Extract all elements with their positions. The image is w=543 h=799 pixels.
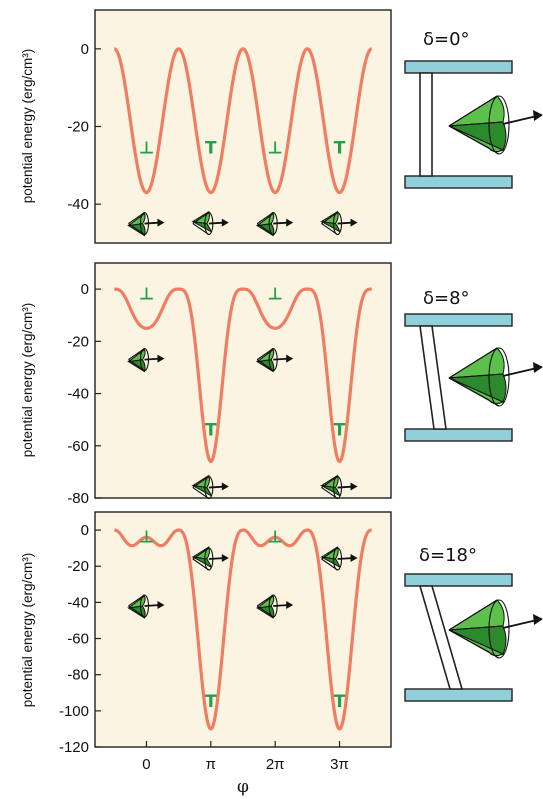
panel-1-chart: 0 -20 -40 ⊥ T ⊥ T potential energy (erg/cm³) xyxy=(20,9,392,244)
schematic-delta-label: δ=0° xyxy=(423,29,470,50)
y-tick-label: -40 xyxy=(67,386,89,403)
energy-curve xyxy=(113,528,373,731)
orientation-marker: ⊥ xyxy=(267,285,283,305)
cone-orientation-icon xyxy=(191,210,229,236)
x-axis-label: φ xyxy=(237,777,249,797)
cone-orientation-icon xyxy=(127,594,165,619)
panel-3-marks: ⊥ T ⊥ T xyxy=(113,528,373,731)
panel-1-y-axis-label: potential energy (erg/cm³) xyxy=(20,49,35,204)
y-tick-label: -20 xyxy=(67,333,89,350)
y-tick-label: -40 xyxy=(67,594,89,611)
panel-2-chart: 0 -20 -40 -60 -80 ⊥ T ⊥ T potential energy (erg… xyxy=(20,262,392,507)
orientation-marker: T xyxy=(205,139,217,159)
panel-3-chart: 0 -20 -40 -60 -80 -100 -120 ⊥ T ⊥ T 0 π 2π 3π potent… xyxy=(20,511,392,797)
wall-schematic-icon xyxy=(419,325,447,430)
cone-orientation-icon xyxy=(255,212,294,237)
cone-orientation-icon: z xyxy=(448,599,543,659)
orientation-marker: T xyxy=(205,692,217,712)
orientation-marker: ⊥ xyxy=(139,139,155,159)
energy-curve xyxy=(113,47,373,195)
x-tick-label: 3π xyxy=(330,756,349,773)
orientation-marker: T xyxy=(334,420,346,440)
orientation-marker: T xyxy=(205,420,217,440)
y-tick-label: -20 xyxy=(67,558,89,575)
x-tick-label: π xyxy=(206,756,216,773)
panel-2-y-ticks: 0 -20 -40 -60 -80 xyxy=(67,281,101,507)
plate-top xyxy=(404,60,513,74)
y-tick-label: -60 xyxy=(67,438,89,455)
y-tick-label: -20 xyxy=(67,119,89,136)
schematic-delta-0: δ=0° z xyxy=(404,29,543,189)
cone-orientation-icon xyxy=(320,546,358,571)
cone-orientation-icon xyxy=(255,594,294,619)
cone-orientation-icon xyxy=(320,474,358,500)
energy-curve xyxy=(113,287,373,464)
x-tick-label: 2π xyxy=(266,756,285,773)
y-tick-label: -40 xyxy=(67,196,89,213)
panel-3-x-ticks: 0 π 2π 3π xyxy=(142,741,349,773)
y-tick-label: 0 xyxy=(81,281,89,298)
y-tick-label: -80 xyxy=(67,667,89,684)
orientation-marker: T xyxy=(334,692,346,712)
y-tick-label: 0 xyxy=(81,522,89,539)
y-tick-label: -120 xyxy=(59,739,89,756)
plate-top xyxy=(404,573,513,587)
orientation-marker: ⊥ xyxy=(139,285,155,305)
cone-orientation-icon xyxy=(320,210,358,236)
cone-orientation-icon xyxy=(127,212,165,237)
schematic-delta-label: δ=18° xyxy=(419,545,477,566)
cone-orientation-icon xyxy=(191,546,229,571)
y-tick-label: -100 xyxy=(59,703,89,720)
wall-schematic-icon xyxy=(418,585,464,690)
schematic-delta-8: δ=8° z xyxy=(404,288,543,442)
y-tick-label: 0 xyxy=(81,41,89,58)
cone-orientation-icon xyxy=(127,348,165,373)
plate-bottom xyxy=(404,175,513,189)
panel-2-y-axis-label: potential energy (erg/cm³) xyxy=(20,303,35,458)
panel-3-y-axis-label: potential energy (erg/cm³) xyxy=(20,553,35,708)
panel-1-y-ticks: 0 -20 -40 xyxy=(67,41,101,213)
x-tick-label: 0 xyxy=(142,756,150,773)
cone-orientation-icon xyxy=(191,474,229,500)
orientation-marker: T xyxy=(334,139,346,159)
schematic-delta-18: δ=18° z xyxy=(404,545,543,702)
y-tick-label: -60 xyxy=(67,631,89,648)
orientation-marker: ⊥ xyxy=(267,528,283,548)
plate-top xyxy=(404,313,513,327)
schematic-delta-label: δ=8° xyxy=(423,288,470,309)
panel-3-y-ticks: 0 -20 -40 -60 -80 -100 -120 xyxy=(59,522,101,756)
panel-1-plot-area xyxy=(94,9,392,244)
panel-2-marks: ⊥ T ⊥ T xyxy=(113,285,373,500)
y-tick-label: -80 xyxy=(67,490,89,507)
cone-orientation-icon xyxy=(255,348,294,373)
orientation-marker: ⊥ xyxy=(139,528,155,548)
cone-orientation-icon: z xyxy=(448,95,543,155)
orientation-marker: ⊥ xyxy=(267,139,283,159)
plate-bottom xyxy=(404,428,513,442)
plate-bottom xyxy=(404,688,513,702)
panel-3-plot-area xyxy=(94,511,392,748)
panel-1-marks: ⊥ T ⊥ T xyxy=(113,47,373,237)
wall-schematic-icon xyxy=(419,72,433,177)
cone-orientation-icon: z xyxy=(448,347,543,407)
